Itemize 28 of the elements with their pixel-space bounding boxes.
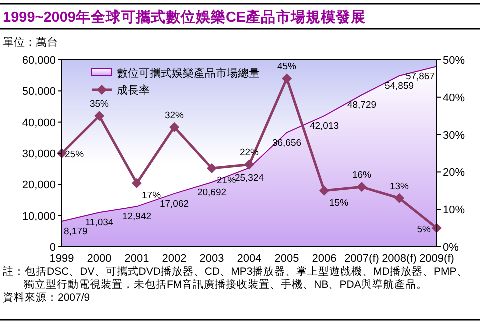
xtick: 1999 [50, 253, 74, 265]
xtick: 2006 [312, 253, 337, 265]
annotation: 資料來源：2007/9 [3, 292, 92, 305]
xtick: 2005 [274, 253, 300, 265]
xtick: 2007(f) [344, 253, 380, 265]
ytick: 40,000 [22, 117, 56, 130]
xtick: 2002 [162, 253, 187, 265]
ytick: 60,000 [22, 55, 56, 67]
ytick: 0 [50, 242, 56, 254]
ytick: 30,000 [22, 148, 56, 160]
annotation: 註：包括DSC、DV、可攜式DVD播放器、CD、MP3播放器、掌上型遊戲機、MD播放器、PMP、獨立型行動電視裝置，未包括FM音訊廣播接收裝置、手機、NB、PDA與導航產品。 [3, 266, 469, 292]
xtick: 2004 [237, 253, 262, 265]
y2tick: 40% [443, 92, 466, 104]
ylabel: 單位：萬台 [3, 37, 58, 49]
y2tick: 30% [443, 130, 466, 142]
xtick: 2000 [87, 253, 112, 265]
y2tick: 0% [443, 242, 459, 254]
xtick: 2001 [124, 253, 150, 265]
y2tick: 20% [443, 167, 466, 180]
ytick: 10,000 [22, 210, 56, 223]
xtick: 2003 [200, 253, 224, 265]
ytick: 20,000 [22, 180, 56, 192]
title: 1999~2009年全球可攜式數位娛樂CE產品市場規模發展 [3, 10, 366, 26]
xtick: 2009(f) [420, 253, 454, 265]
xtick: 2008(f) [382, 253, 417, 265]
y2tick: 50% [443, 55, 466, 67]
ytick: 50,000 [22, 86, 56, 98]
y2tick: 10% [443, 204, 466, 217]
